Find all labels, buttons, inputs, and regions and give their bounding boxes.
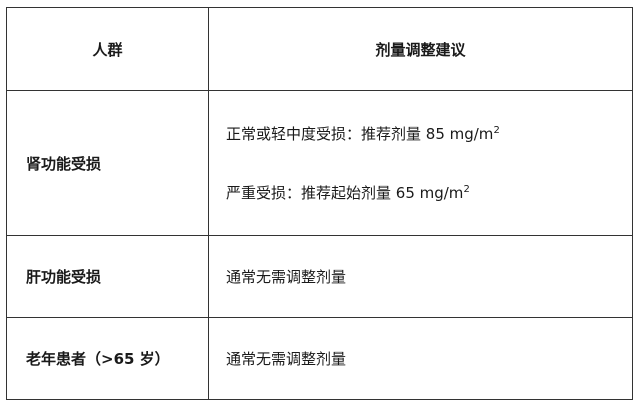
advice-cell: 正常或轻中度受损：推荐剂量 85 mg/m2 严重受损：推荐起始剂量 65 mg… [208,90,633,236]
advice-line: 正常或轻中度受损：推荐剂量 85 mg/m2 [226,123,632,144]
header-row: 人群 剂量调整建议 [6,7,633,91]
superscript: 2 [463,184,470,195]
header-group: 人群 [6,7,209,91]
advice-text: 严重受损：推荐起始剂量 65 mg/m [226,184,464,202]
group-cell: 肾功能受损 [6,90,209,236]
advice-cell: 通常无需调整剂量 [208,317,633,400]
advice-text: 正常或轻中度受损：推荐剂量 85 mg/m [226,125,494,143]
advice-line: 严重受损：推荐起始剂量 65 mg/m2 [226,182,632,203]
header-advice: 剂量调整建议 [208,7,633,91]
table-row: 肝功能受损 通常无需调整剂量 [6,235,633,318]
group-cell: 老年患者（>65 岁） [6,317,209,400]
dose-adjustment-table: 人群 剂量调整建议 肾功能受损 正常或轻中度受损：推荐剂量 85 mg/m2 严… [6,7,633,400]
advice-cell: 通常无需调整剂量 [208,235,633,318]
table-row: 肾功能受损 正常或轻中度受损：推荐剂量 85 mg/m2 严重受损：推荐起始剂量… [6,90,633,236]
superscript: 2 [493,125,500,136]
group-cell: 肝功能受损 [6,235,209,318]
table-row: 老年患者（>65 岁） 通常无需调整剂量 [6,317,633,400]
